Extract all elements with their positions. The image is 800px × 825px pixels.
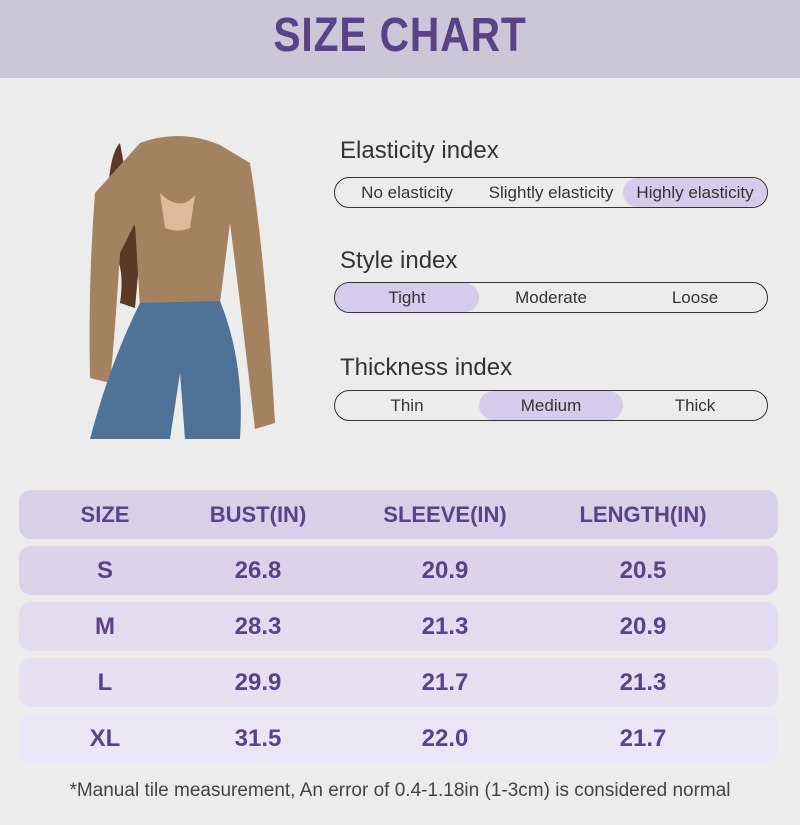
option-highly-elasticity: Highly elasticity bbox=[623, 178, 767, 207]
header-bust: BUST(IN) bbox=[209, 501, 307, 527]
elasticity-index-label: Elasticity index bbox=[340, 137, 499, 164]
cell-length: 20.9 bbox=[619, 612, 667, 640]
table-header: SIZE BUST(IN) SLEEVE(IN) LENGTH(IN) bbox=[19, 490, 778, 539]
cell-bust: 26.8 bbox=[234, 556, 282, 584]
cell-length: 20.5 bbox=[619, 556, 667, 584]
option-moderate: Moderate bbox=[515, 287, 587, 307]
thickness-scale: Thin Medium Thick bbox=[334, 390, 768, 421]
cell-sleeve: 21.3 bbox=[421, 612, 469, 640]
cell-bust: 31.5 bbox=[234, 724, 282, 752]
option-tight: Tight bbox=[335, 283, 479, 312]
header-length: LENGTH(IN) bbox=[579, 501, 707, 527]
option-medium: Medium bbox=[479, 391, 623, 420]
option-thick: Thick bbox=[674, 395, 716, 415]
cell-sleeve: 20.9 bbox=[421, 556, 469, 584]
table-row: M 28.3 21.3 20.9 bbox=[19, 602, 778, 651]
cell-sleeve: 21.7 bbox=[421, 668, 469, 696]
measurement-footnote: *Manual tile measurement, An error of 0.… bbox=[69, 780, 731, 801]
cell-size: XL bbox=[89, 724, 121, 752]
option-loose: Loose bbox=[671, 287, 719, 307]
thickness-index-label: Thickness index bbox=[340, 354, 513, 381]
header-size: SIZE bbox=[80, 501, 130, 527]
cell-length: 21.7 bbox=[619, 724, 667, 752]
cell-length: 21.3 bbox=[619, 668, 667, 696]
option-no-elasticity: No elasticity bbox=[361, 182, 453, 202]
table-row: S 26.8 20.9 20.5 bbox=[19, 546, 778, 595]
cell-size: M bbox=[95, 612, 115, 640]
cell-bust: 28.3 bbox=[234, 612, 282, 640]
elasticity-scale: No elasticity Slightly elasticity Highly… bbox=[334, 177, 768, 208]
cell-size: L bbox=[97, 668, 113, 696]
option-thin: Thin bbox=[390, 395, 424, 415]
table-row: L 29.9 21.7 21.3 bbox=[19, 658, 778, 707]
header-band bbox=[0, 0, 800, 78]
style-index-label: Style index bbox=[340, 247, 458, 274]
page-title: SIZE CHART bbox=[273, 9, 527, 62]
cell-size: S bbox=[96, 556, 114, 584]
cell-sleeve: 22.0 bbox=[421, 724, 469, 752]
table-row: XL 31.5 22.0 21.7 bbox=[19, 714, 778, 763]
product-photo bbox=[89, 135, 275, 439]
header-sleeve: SLEEVE(IN) bbox=[383, 501, 507, 527]
option-slightly-elasticity: Slightly elasticity bbox=[488, 182, 614, 202]
style-scale: Tight Moderate Loose bbox=[334, 282, 768, 313]
cell-bust: 29.9 bbox=[234, 668, 282, 696]
